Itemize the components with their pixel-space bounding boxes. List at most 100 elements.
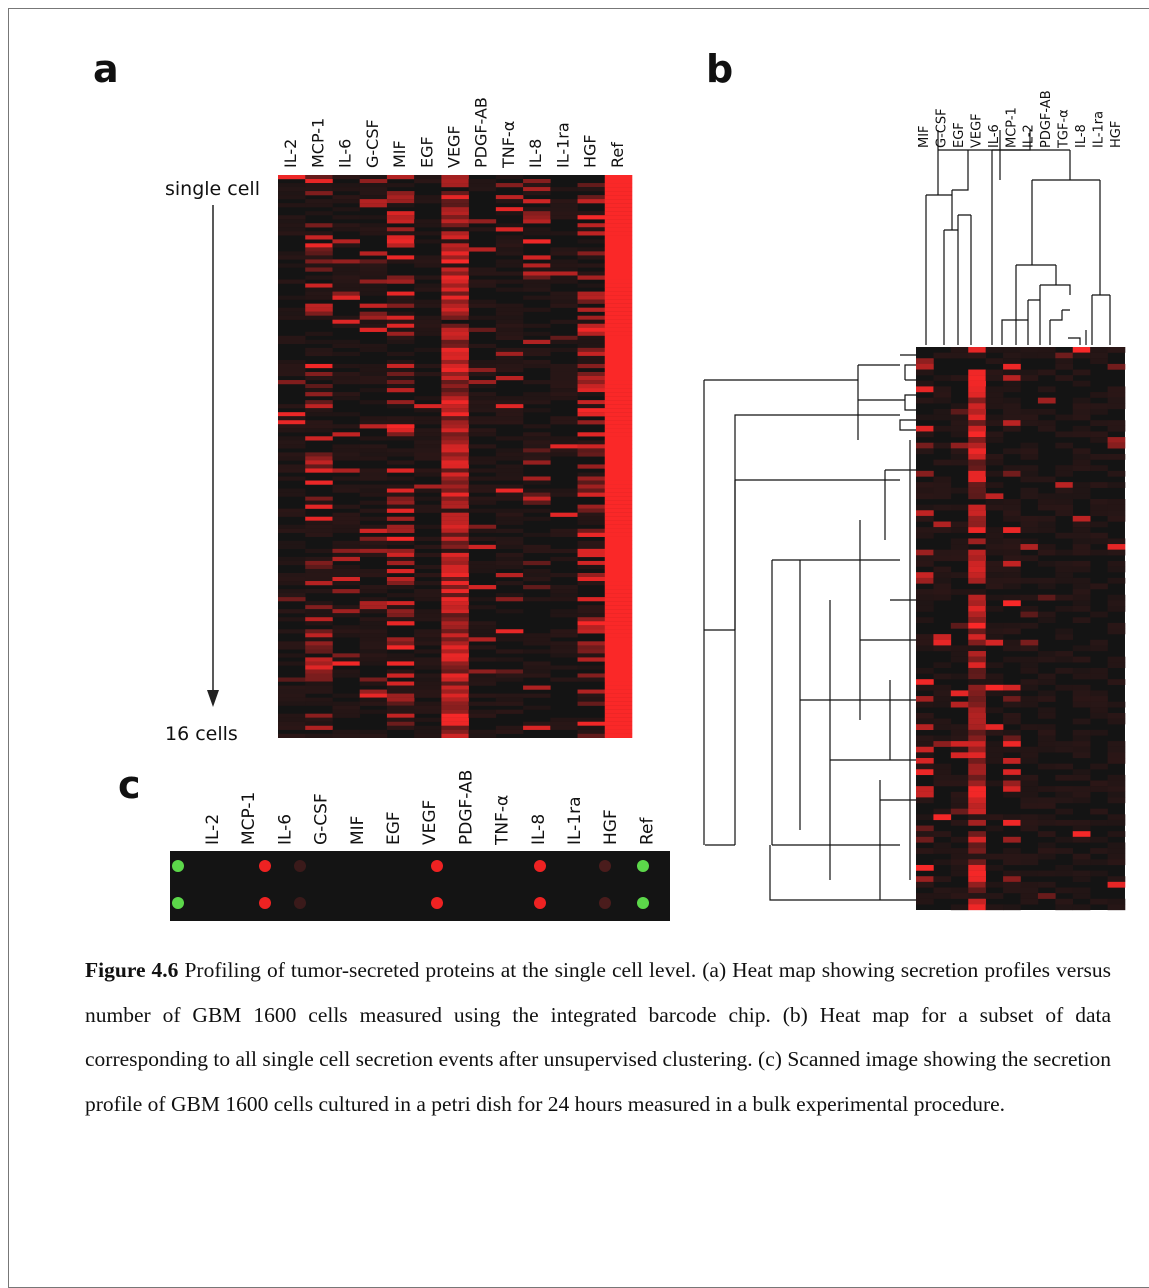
heatmap-cell [305, 505, 333, 509]
heatmap-cell [578, 324, 606, 328]
heatmap-cell [550, 641, 578, 645]
heatmap-cell [550, 187, 578, 191]
heatmap-cell [1003, 578, 1021, 584]
heatmap-cell [605, 509, 633, 513]
heatmap-cell [951, 820, 969, 826]
heatmap-cell [550, 513, 578, 517]
heatmap-cell [578, 665, 606, 669]
heatmap-cell [1003, 471, 1021, 477]
heatmap-cell [305, 633, 333, 637]
heatmap-cell [441, 436, 469, 440]
heatmap-cell [278, 195, 306, 199]
heatmap-cell [414, 396, 442, 400]
heatmap-cell [496, 223, 524, 227]
heatmap-cell [578, 541, 606, 545]
heatmap-cell [414, 444, 442, 448]
heatmap-cell [916, 555, 934, 561]
heatmap-cell [605, 267, 633, 271]
heatmap-cell [1108, 792, 1126, 798]
heatmap-cell [387, 312, 415, 316]
heatmap-cell [1055, 550, 1073, 556]
heatmap-cell [605, 448, 633, 452]
heatmap-cell [1073, 493, 1091, 499]
heatmap-cell [578, 392, 606, 396]
heatmap-cell [951, 460, 969, 466]
heatmap-cell [605, 682, 633, 686]
heatmap-cell [441, 284, 469, 288]
heatmap-cell [550, 207, 578, 211]
heatmap-cell [578, 380, 606, 384]
heatmap-cell [360, 456, 388, 460]
heatmap-cell [968, 375, 986, 381]
heatmap-cell [305, 529, 333, 533]
heatmap-cell [916, 724, 934, 730]
heatmap-cell [387, 497, 415, 501]
heatmap-cell [441, 276, 469, 280]
heatmap-cell [523, 424, 551, 428]
column-label: PDGF-AB [456, 770, 476, 845]
heatmap-cell [441, 577, 469, 581]
heatmap-cell [360, 525, 388, 529]
heatmap-cell [414, 199, 442, 203]
heatmap-cell [360, 183, 388, 187]
heatmap-cell [441, 456, 469, 460]
heatmap-cell [951, 347, 969, 353]
heatmap-cell [968, 651, 986, 657]
heatmap-cell [605, 694, 633, 698]
heatmap-cell [360, 657, 388, 661]
heatmap-cell [360, 609, 388, 613]
heatmap-cell [441, 308, 469, 312]
heatmap-cell [278, 577, 306, 581]
heatmap-cell [1090, 645, 1108, 651]
heatmap-cell [1021, 527, 1039, 533]
heatmap-cell [1021, 797, 1039, 803]
heatmap-cell [550, 416, 578, 420]
heatmap-cell [605, 400, 633, 404]
heatmap-cell [441, 259, 469, 263]
heatmap-cell [332, 284, 360, 288]
heatmap-cell [933, 443, 951, 449]
heatmap-cell [605, 653, 633, 657]
heatmap-cell [605, 698, 633, 702]
heatmap-cell [968, 409, 986, 415]
heatmap-cell [1090, 781, 1108, 787]
heatmap-cell [278, 428, 306, 432]
heatmap-cell [968, 398, 986, 404]
heatmap-cell [605, 565, 633, 569]
heatmap-cell [1073, 381, 1091, 387]
heatmap-cell [1108, 775, 1126, 781]
heatmap-cell [605, 328, 633, 332]
heatmap-cell [360, 263, 388, 267]
heatmap-cell [1090, 403, 1108, 409]
heatmap-cell [523, 440, 551, 444]
heatmap-cell [1090, 871, 1108, 877]
heatmap-cell [968, 848, 986, 854]
heatmap-cell [1073, 527, 1091, 533]
heatmap-cell [387, 549, 415, 553]
heatmap-cell [523, 444, 551, 448]
heatmap-cell [986, 392, 1004, 398]
heatmap-cell [951, 572, 969, 578]
heatmap-cell [360, 444, 388, 448]
heatmap-cell [1073, 370, 1091, 376]
heatmap-cell [550, 247, 578, 251]
heatmap-cell [387, 621, 415, 625]
heatmap-cell [578, 215, 606, 219]
heatmap-cell [951, 651, 969, 657]
heatmap-cell [278, 581, 306, 585]
heatmap-cell [332, 477, 360, 481]
heatmap-cell [305, 686, 333, 690]
heatmap-cell [441, 384, 469, 388]
heatmap-cell [605, 537, 633, 541]
heatmap-cell [578, 440, 606, 444]
heatmap-cell [968, 842, 986, 848]
heatmap-cell [414, 219, 442, 223]
heatmap-cell [605, 388, 633, 392]
heatmap-cell [1021, 375, 1039, 381]
heatmap-cell [332, 259, 360, 263]
heatmap-cell [916, 735, 934, 741]
heatmap-cell [916, 882, 934, 888]
heatmap-cell [469, 730, 497, 734]
heatmap-cell [332, 541, 360, 545]
heatmap-cell [968, 871, 986, 877]
